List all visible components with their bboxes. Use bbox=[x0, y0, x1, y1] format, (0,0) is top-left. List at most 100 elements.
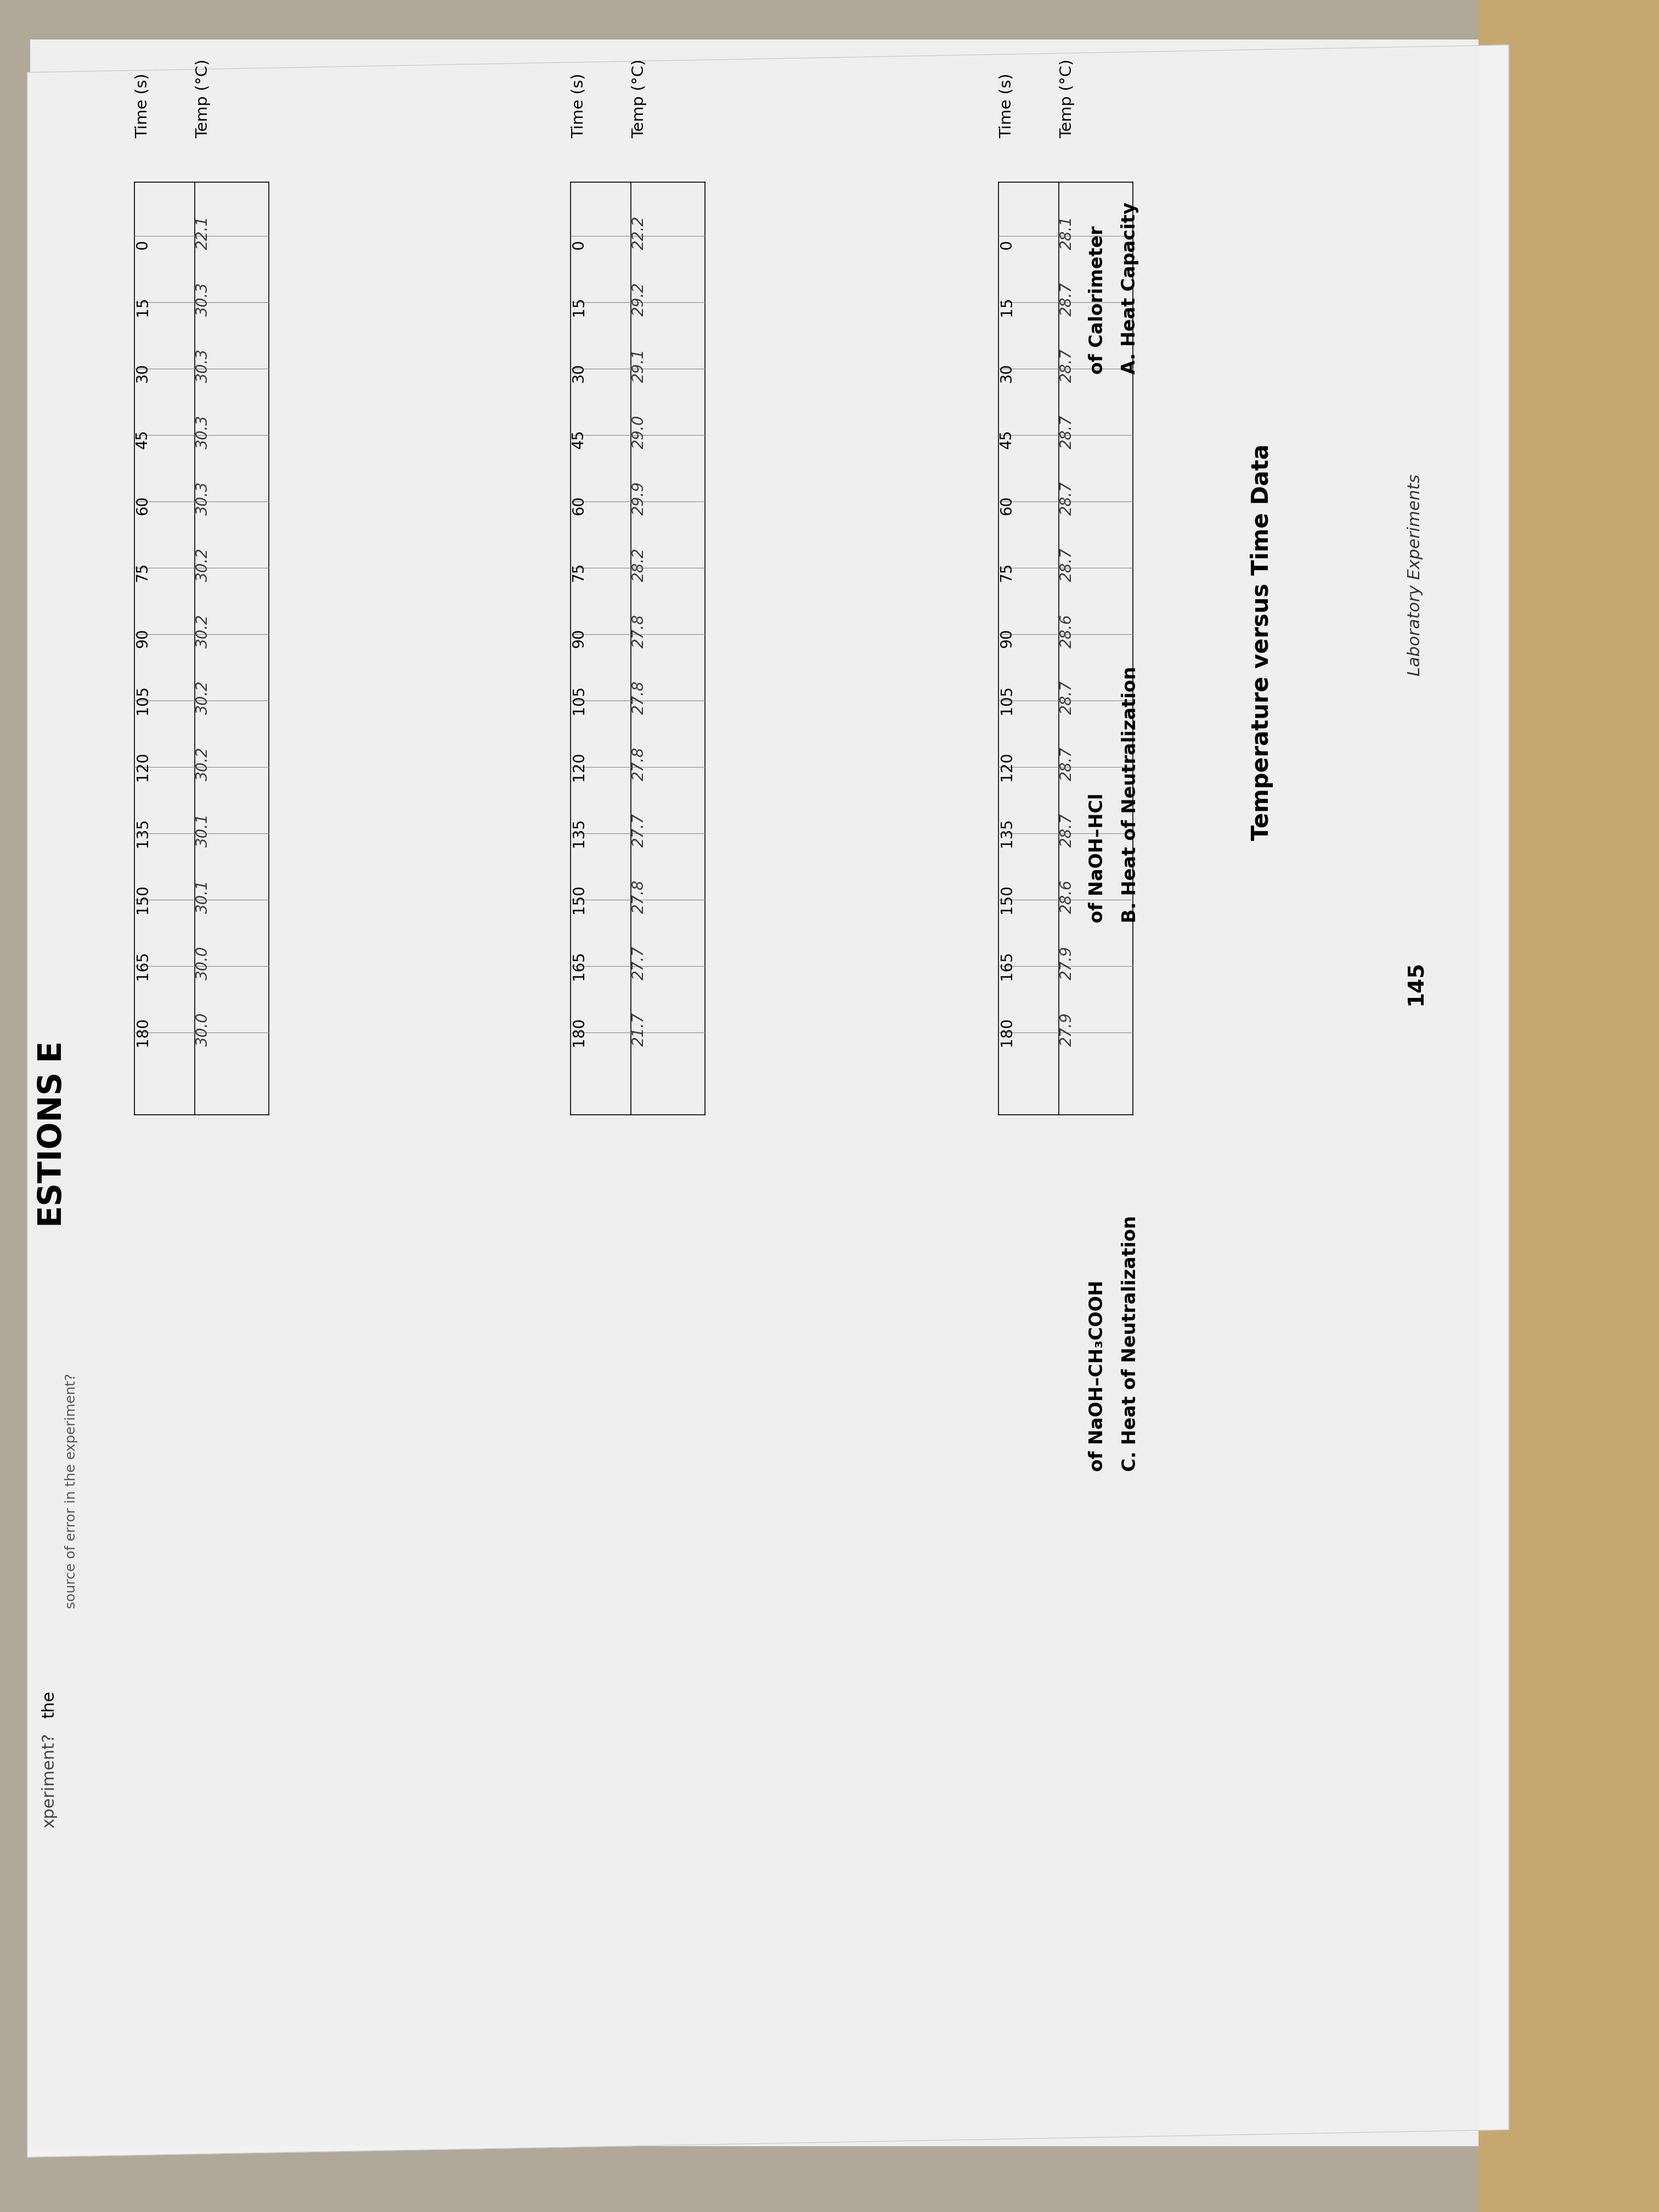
FancyBboxPatch shape bbox=[1478, 0, 1659, 2212]
Text: 22.2: 22.2 bbox=[632, 217, 647, 250]
Text: 28.7: 28.7 bbox=[1060, 482, 1075, 515]
Text: 75: 75 bbox=[134, 562, 151, 582]
Text: A. Heat Capacity: A. Heat Capacity bbox=[1121, 201, 1140, 374]
Text: B. Heat of Neutralization: B. Heat of Neutralization bbox=[1121, 666, 1140, 922]
Text: 28.7: 28.7 bbox=[1060, 814, 1075, 847]
Text: 90: 90 bbox=[571, 628, 587, 648]
Text: 27.9: 27.9 bbox=[1060, 1013, 1075, 1046]
Text: 30.2: 30.2 bbox=[196, 615, 211, 648]
Text: 28.6: 28.6 bbox=[1060, 615, 1075, 648]
Text: 135: 135 bbox=[134, 818, 151, 847]
Text: 28.1: 28.1 bbox=[1060, 217, 1075, 250]
Text: 15: 15 bbox=[134, 296, 151, 316]
Text: 180: 180 bbox=[571, 1018, 587, 1046]
Polygon shape bbox=[1481, 0, 1659, 2212]
Text: 30.1: 30.1 bbox=[196, 880, 211, 914]
Text: 105: 105 bbox=[571, 686, 587, 714]
Text: of Calorimeter: of Calorimeter bbox=[1088, 226, 1107, 374]
Text: 30.2: 30.2 bbox=[196, 681, 211, 714]
Text: 27.8: 27.8 bbox=[632, 681, 647, 714]
Text: ESTIONS: ESTIONS bbox=[33, 1068, 65, 1225]
Text: 150: 150 bbox=[999, 885, 1014, 914]
Text: 0: 0 bbox=[999, 239, 1014, 250]
Text: 29.1: 29.1 bbox=[632, 349, 647, 383]
Text: 30.3: 30.3 bbox=[196, 482, 211, 515]
Text: 27.9: 27.9 bbox=[1060, 947, 1075, 980]
Text: 30: 30 bbox=[999, 363, 1014, 383]
Text: the: the bbox=[41, 1690, 58, 1719]
Text: 165: 165 bbox=[134, 951, 151, 980]
Text: 90: 90 bbox=[134, 628, 151, 648]
Text: 60: 60 bbox=[999, 495, 1014, 515]
Text: 21.7: 21.7 bbox=[632, 1013, 647, 1046]
Text: 135: 135 bbox=[571, 818, 587, 847]
Text: 30.2: 30.2 bbox=[196, 549, 211, 582]
Text: 27.8: 27.8 bbox=[632, 615, 647, 648]
Text: 120: 120 bbox=[571, 752, 587, 781]
Text: 180: 180 bbox=[134, 1018, 151, 1046]
Text: 28.7: 28.7 bbox=[1060, 416, 1075, 449]
Text: 30.3: 30.3 bbox=[196, 416, 211, 449]
Text: 30: 30 bbox=[134, 363, 151, 383]
Text: Ε: Ε bbox=[33, 1037, 65, 1060]
Text: 27.7: 27.7 bbox=[632, 947, 647, 980]
Text: 165: 165 bbox=[999, 951, 1014, 980]
Text: of NaOH–CH₃COOH: of NaOH–CH₃COOH bbox=[1088, 1281, 1107, 1471]
Text: 30.1: 30.1 bbox=[196, 814, 211, 847]
Text: Time (s): Time (s) bbox=[999, 73, 1014, 137]
Text: 165: 165 bbox=[571, 951, 587, 980]
Text: 75: 75 bbox=[571, 562, 587, 582]
Text: Temp (°C): Temp (°C) bbox=[632, 60, 647, 137]
Text: 28.6: 28.6 bbox=[1060, 880, 1075, 914]
Text: 28.7: 28.7 bbox=[1060, 748, 1075, 781]
Text: source of error in the experiment?: source of error in the experiment? bbox=[65, 1374, 78, 1608]
Text: Time (s): Time (s) bbox=[134, 73, 151, 137]
Text: 60: 60 bbox=[571, 495, 587, 515]
Text: 27.7: 27.7 bbox=[632, 814, 647, 847]
Text: 30.2: 30.2 bbox=[196, 748, 211, 781]
Text: 29.0: 29.0 bbox=[632, 416, 647, 449]
Text: 105: 105 bbox=[999, 686, 1014, 714]
Text: 27.8: 27.8 bbox=[632, 748, 647, 781]
Text: 28.7: 28.7 bbox=[1060, 681, 1075, 714]
Text: 30.3: 30.3 bbox=[196, 283, 211, 316]
Text: 45: 45 bbox=[134, 429, 151, 449]
Text: C. Heat of Neutralization: C. Heat of Neutralization bbox=[1121, 1214, 1140, 1471]
Text: 30.0: 30.0 bbox=[196, 1013, 211, 1046]
Text: Laboratory Experiments: Laboratory Experiments bbox=[1407, 473, 1423, 677]
Text: 105: 105 bbox=[134, 686, 151, 714]
Polygon shape bbox=[28, 44, 1508, 2157]
Text: 30: 30 bbox=[571, 363, 587, 383]
Text: 120: 120 bbox=[134, 752, 151, 781]
Text: 145: 145 bbox=[1405, 960, 1425, 1004]
Text: 150: 150 bbox=[571, 885, 587, 914]
Text: xperiment?: xperiment? bbox=[41, 1732, 58, 1827]
Text: 180: 180 bbox=[999, 1018, 1014, 1046]
Text: 0: 0 bbox=[571, 239, 587, 250]
Text: 15: 15 bbox=[999, 296, 1014, 316]
Text: 15: 15 bbox=[571, 296, 587, 316]
Text: 30.0: 30.0 bbox=[196, 947, 211, 980]
Text: Temp (°C): Temp (°C) bbox=[1060, 60, 1075, 137]
Text: 29.2: 29.2 bbox=[632, 283, 647, 316]
Text: 22.1: 22.1 bbox=[196, 217, 211, 250]
FancyBboxPatch shape bbox=[30, 40, 1478, 2146]
Text: 30.3: 30.3 bbox=[196, 349, 211, 383]
Text: 135: 135 bbox=[999, 818, 1014, 847]
Text: 28.7: 28.7 bbox=[1060, 549, 1075, 582]
Text: 27.8: 27.8 bbox=[632, 880, 647, 914]
Text: 28.7: 28.7 bbox=[1060, 283, 1075, 316]
Text: 150: 150 bbox=[134, 885, 151, 914]
Text: 60: 60 bbox=[134, 495, 151, 515]
Text: Temp (°C): Temp (°C) bbox=[196, 60, 211, 137]
Text: Temperature versus Time Data: Temperature versus Time Data bbox=[1251, 445, 1274, 841]
Text: 120: 120 bbox=[999, 752, 1014, 781]
Text: 90: 90 bbox=[999, 628, 1014, 648]
Text: of NaOH–HCl: of NaOH–HCl bbox=[1088, 794, 1107, 922]
Text: Time (s): Time (s) bbox=[571, 73, 587, 137]
Text: 29.9: 29.9 bbox=[632, 482, 647, 515]
Text: 75: 75 bbox=[999, 562, 1014, 582]
Text: 45: 45 bbox=[571, 429, 587, 449]
Text: 28.7: 28.7 bbox=[1060, 349, 1075, 383]
Text: 0: 0 bbox=[134, 239, 151, 250]
